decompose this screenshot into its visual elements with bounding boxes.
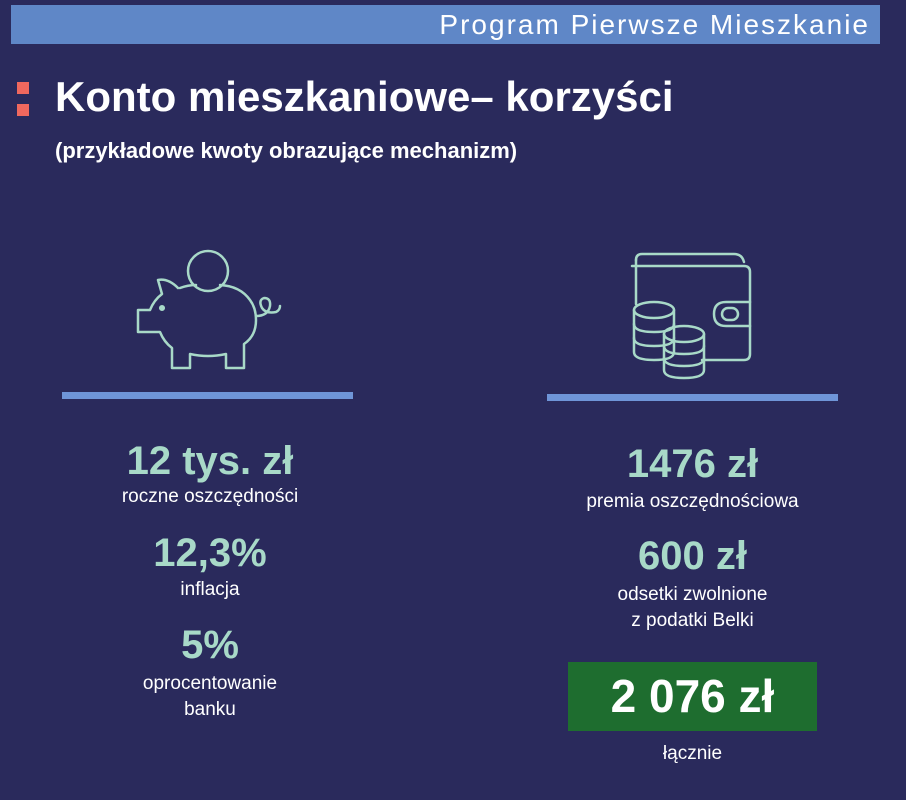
wallet-coins-icon — [626, 252, 766, 382]
savings-label: roczne oszczędności — [121, 486, 299, 507]
premium-value: 1476 zł — [626, 442, 759, 486]
interest-label-line1: oprocentowanie — [142, 673, 278, 694]
interest-label-line2: banku — [184, 699, 236, 720]
tax-exempt-value: 600 zł — [638, 534, 747, 578]
title-bullet-top — [17, 82, 29, 94]
slide-subtitle: (przykładowe kwoty obrazujące mechanizm) — [55, 138, 518, 163]
savings-value: 12 tys. zł — [126, 439, 294, 483]
total-label: łącznie — [662, 743, 723, 764]
piggy-bank-icon — [128, 240, 288, 380]
divider-left — [62, 392, 353, 399]
premium-label: premia oszczędnościowa — [586, 491, 799, 512]
banner-title: Program Pierwsze Mieszkanie — [439, 9, 870, 40]
total-value: 2 076 zł — [610, 670, 775, 722]
inflation-value: 12,3% — [153, 531, 267, 575]
tax-exempt-label-line2: z podatki Belki — [631, 610, 754, 631]
header-banner: Program Pierwsze Mieszkanie — [11, 5, 880, 44]
tax-exempt-label-line1: odsetki zwolnione — [617, 584, 768, 605]
divider-right — [547, 394, 838, 401]
slide-title: Konto mieszkaniowe– korzyści — [55, 73, 674, 120]
title-bullet-bottom — [17, 104, 29, 116]
inflation-label: inflacja — [180, 579, 240, 600]
total-box: 2 076 zł — [568, 662, 817, 731]
interest-value: 5% — [181, 623, 239, 667]
